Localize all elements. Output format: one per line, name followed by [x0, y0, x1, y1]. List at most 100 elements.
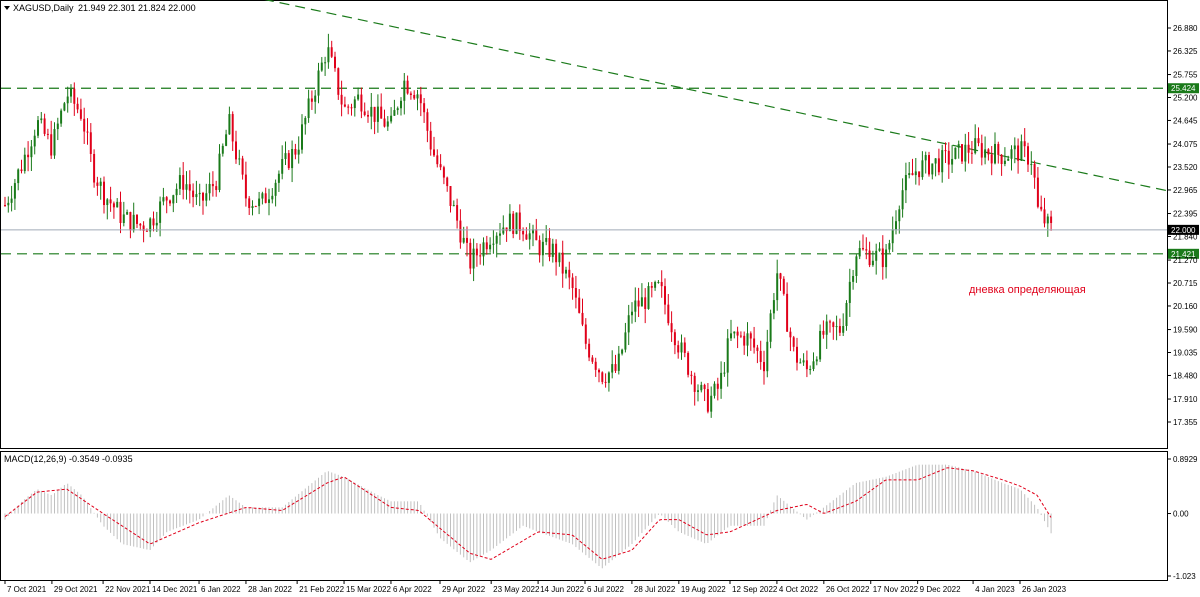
candle-body: [918, 171, 921, 178]
candle-body: [667, 304, 670, 324]
candle-body: [251, 206, 254, 209]
candle-body: [545, 238, 548, 242]
candle-body: [489, 244, 492, 250]
candle-body: [802, 360, 805, 363]
candle-body: [40, 118, 43, 121]
macd-signal-line: [4, 467, 1052, 560]
candle-body: [941, 150, 944, 173]
candle-body: [139, 223, 142, 226]
candle-body: [185, 184, 188, 190]
candle-body: [380, 106, 383, 119]
candle-body: [749, 333, 752, 339]
candle-body: [70, 88, 72, 97]
candle-body: [172, 195, 175, 204]
macd-layer: [4, 464, 1052, 569]
symbol-header: XAGUSD,Daily 21.949 22.301 21.824 22.000: [4, 3, 196, 13]
candle-body: [838, 326, 841, 333]
candle-body: [367, 114, 369, 117]
candle-body: [485, 242, 488, 250]
candle-body: [119, 201, 122, 224]
candle-body: [281, 159, 284, 174]
candle-body: [690, 374, 693, 376]
price-tick-label: 17.355: [1173, 418, 1198, 427]
time-tick-label: 26 Oct 2022: [826, 585, 870, 594]
candle-body: [640, 297, 643, 307]
candle-body: [386, 121, 389, 127]
candle-body: [165, 197, 168, 201]
candle-body: [934, 158, 937, 164]
candle-body: [706, 389, 709, 412]
candle-body: [208, 183, 211, 194]
candle-body: [984, 149, 987, 158]
candle-body: [452, 205, 455, 207]
macd-tick-label: -1.023: [1173, 572, 1196, 581]
time-tick-label: 28 Jul 2022: [634, 585, 676, 594]
candle-body: [1003, 160, 1006, 165]
candle-body: [409, 93, 412, 95]
candle-body: [535, 229, 538, 241]
candle-body: [518, 212, 521, 232]
chart-annotation: дневка определяющая: [969, 284, 1086, 296]
candle-body: [238, 158, 241, 160]
candle-body: [657, 281, 660, 283]
candle-body: [502, 227, 505, 234]
candle-body: [607, 372, 610, 383]
candle-body: [769, 313, 772, 342]
candle-body: [320, 62, 323, 71]
candle-body: [76, 103, 79, 110]
price-tick-label: 20.715: [1173, 279, 1198, 288]
candle-body: [588, 343, 591, 358]
symbol-title: XAGUSD,Daily: [13, 3, 74, 13]
candle-body: [423, 103, 426, 113]
macd-axis[interactable]: 0.8929 0.00 -1.023: [1167, 455, 1198, 581]
price-axis[interactable]: 26.880 26.325 25.755 25.200 24.645 24.075 23.5…: [1167, 24, 1198, 427]
candle-body: [396, 108, 399, 111]
candle-body: [310, 98, 313, 102]
candle-body: [1040, 206, 1043, 210]
candle-body: [961, 144, 963, 162]
candle-body: [60, 110, 63, 124]
macd-tick-label: 0.00: [1173, 510, 1189, 519]
candle-body: [937, 158, 940, 173]
candle-body: [716, 383, 719, 389]
candle-body: [297, 149, 300, 155]
candle-body: [403, 80, 406, 101]
candle-body: [261, 193, 264, 199]
candle-body: [103, 181, 105, 206]
candle-body: [327, 47, 330, 63]
candle-body: [350, 107, 353, 109]
candle-body: [617, 353, 620, 371]
candle-body: [746, 333, 749, 346]
time-tick-label: 4 Jan 2023: [975, 585, 1015, 594]
candle-body: [1043, 209, 1046, 224]
candle-body: [786, 293, 789, 332]
candle-body: [469, 242, 472, 269]
candle-body: [499, 233, 501, 236]
price-tick-label: 25.755: [1173, 71, 1198, 80]
candle-body: [264, 193, 267, 203]
price-tick-label: 23.520: [1173, 163, 1198, 172]
resistance-trendline[interactable]: [170, 0, 1168, 192]
candle-body: [673, 332, 676, 346]
time-tick-label: 28 Jan 2022: [248, 585, 293, 594]
candle-body: [881, 248, 884, 268]
candle-body: [977, 138, 980, 144]
candle-body: [129, 212, 132, 231]
candle-body: [284, 153, 287, 160]
candle-body: [376, 106, 379, 122]
dropdown-triangle-icon[interactable]: [4, 6, 10, 10]
candle-body: [931, 163, 934, 175]
candle-body: [660, 281, 663, 287]
candle-body: [145, 230, 148, 232]
candle-body: [901, 190, 904, 210]
candle-body: [726, 338, 729, 373]
candle-body: [568, 269, 571, 278]
time-axis[interactable]: 7 Oct 2021 29 Oct 2021 22 Nov 2021 14 Dec 2…: [4, 580, 1067, 594]
candle-body: [482, 242, 485, 257]
candle-body: [885, 249, 888, 268]
candle-body: [1050, 216, 1053, 224]
candle-body: [383, 118, 386, 127]
candles-layer: [4, 33, 1053, 418]
price-tick-label: 24.075: [1173, 140, 1198, 149]
